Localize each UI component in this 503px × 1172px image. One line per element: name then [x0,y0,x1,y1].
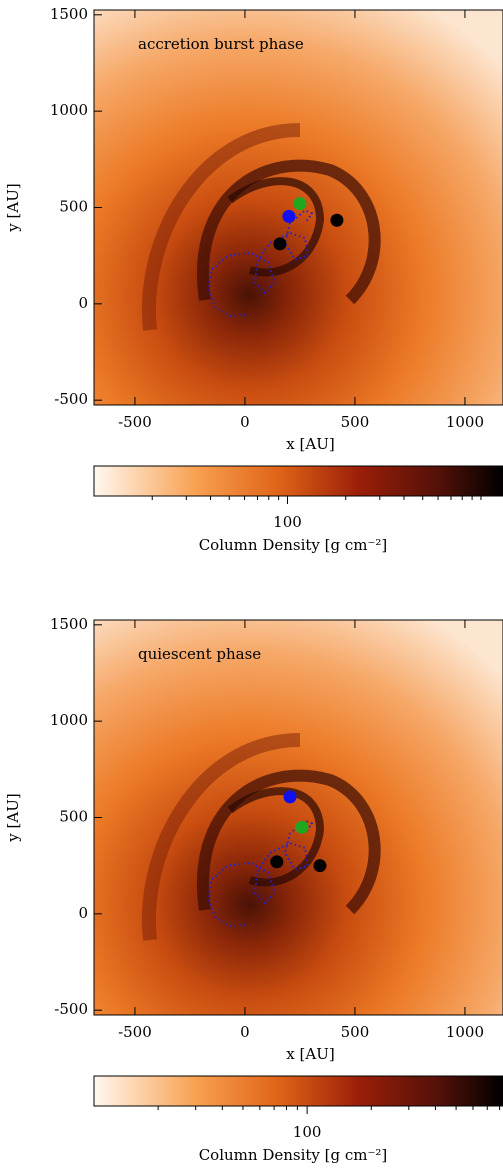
x-tick-label: 1000 [446,413,484,431]
y-tick-label: -500 [54,1000,88,1018]
y-axis-label: y [AU] [4,793,22,842]
star [295,820,309,834]
star [330,213,344,227]
colorbar-label: Column Density [g cm⁻²] [199,1146,388,1164]
colorbar-tick-label: 100 [273,513,302,531]
star [313,859,327,873]
y-tick-label: 1000 [50,101,88,119]
annotation: accretion burst phase [138,35,304,53]
spiral-arm [197,769,381,915]
star [283,790,297,804]
y-tick-label: 0 [78,294,88,312]
y-tick-label: 1000 [50,711,88,729]
y-tick-label: 1500 [50,5,88,23]
x-tick-label: -500 [118,1023,152,1041]
star [273,237,287,251]
density-map [94,10,503,405]
colorbar-label: Column Density [g cm⁻²] [199,536,388,554]
x-axis-label: x [AU] [286,1045,334,1063]
star [282,209,296,223]
map-background [94,620,503,1015]
annotation: quiescent phase [138,645,261,663]
y-axis-label: y [AU] [4,183,22,232]
colorbar-tick-label: 100 [293,1123,322,1141]
panel: -500 0 500 1000 -500 0 500 1000 1500 quiescent ph… [4,615,503,1164]
star [293,197,307,211]
x-axis-label: x [AU] [286,435,334,453]
x-tick-label: 500 [341,1023,370,1041]
colorbar [93,1075,503,1107]
panel: -500 0 500 1000 -500 0 500 1000 1500 accretion bu… [4,5,503,554]
spiral-arm [141,123,301,331]
y-tick-label: 0 [78,904,88,922]
y-tick-label: 1500 [50,615,88,633]
x-tick-label: 0 [240,1023,250,1041]
x-tick-label: -500 [118,413,152,431]
spiral-arm [197,159,381,305]
star [270,855,284,869]
y-tick-label: 500 [59,198,88,216]
spiral-arm [141,733,301,941]
x-tick-label: 0 [240,413,250,431]
spiral-arm [227,177,325,277]
x-tick-label: 500 [341,413,370,431]
spiral-arm [227,787,325,887]
colorbar [93,465,503,497]
y-tick-label: -500 [54,390,88,408]
density-map [94,620,503,1015]
x-tick-label: 1000 [446,1023,484,1041]
y-tick-label: 500 [59,808,88,826]
